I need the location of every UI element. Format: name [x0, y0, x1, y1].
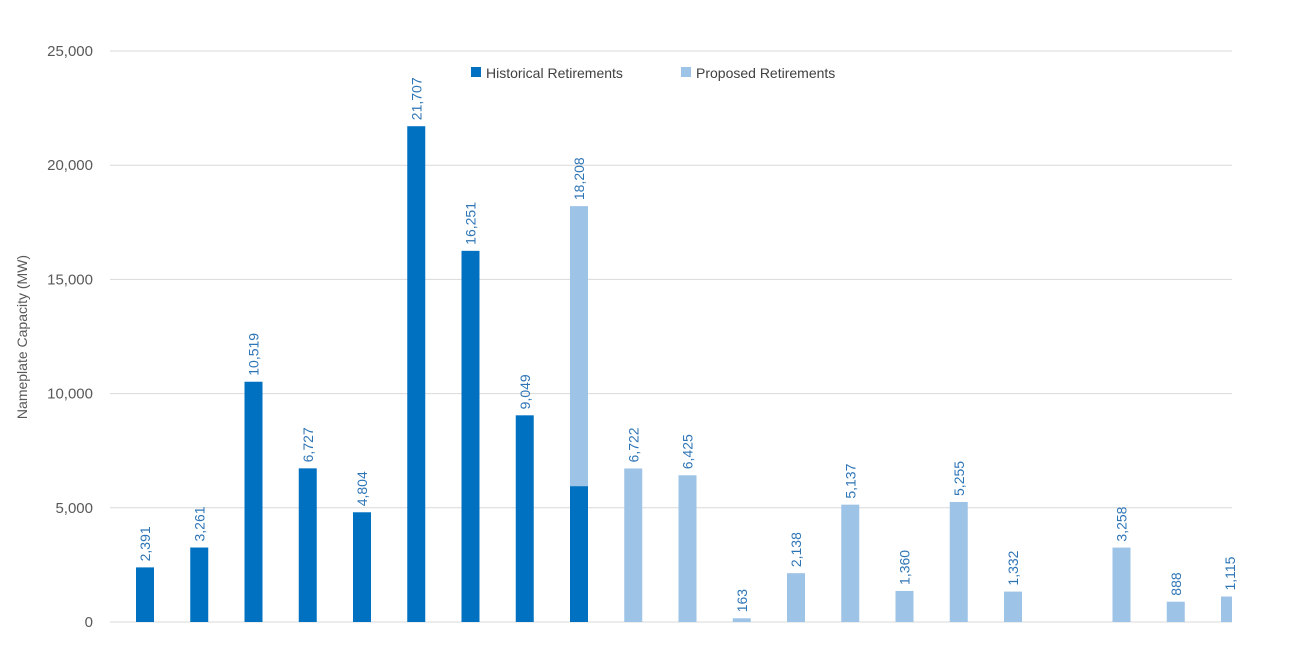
data-label: 1,332 [1005, 550, 1021, 585]
bar-proposed [1166, 601, 1185, 622]
bar-historical [570, 486, 588, 622]
y-tick-label: 15,000 [47, 271, 93, 288]
bar-historical [515, 415, 534, 622]
y-axis-label: Nameplate Capacity (MW) [14, 255, 30, 419]
y-tick-label: 10,000 [47, 386, 93, 403]
data-label: 6,425 [680, 434, 696, 469]
y-tick-label: 25,000 [47, 43, 93, 60]
bar-historical [298, 468, 317, 622]
legend: Historical Retirements Proposed Retireme… [471, 65, 835, 81]
bar-historical [461, 250, 480, 623]
data-label: 6,727 [300, 427, 316, 462]
data-label: 10,519 [246, 333, 262, 376]
bar-proposed [949, 501, 968, 622]
y-tick-label: 20,000 [47, 157, 93, 174]
bar-proposed [624, 468, 643, 622]
bar-historical [190, 547, 209, 622]
data-label: 888 [1168, 572, 1184, 596]
legend-label-proposed: Proposed Retirements [696, 65, 835, 81]
data-label: 6,722 [625, 427, 641, 462]
data-label: 1,360 [897, 550, 913, 585]
data-label: 1,115 [1222, 556, 1238, 590]
data-labels: 2,391 3,261 10,519 6,727 4,804 21,707 16,251 9,… [137, 77, 1238, 612]
bar-historical [407, 126, 426, 622]
bar-proposed [1112, 547, 1131, 622]
legend-swatch-historical [471, 67, 481, 77]
y-tick-label: 0 [85, 614, 93, 631]
legend-label-historical: Historical Retirements [486, 65, 623, 81]
data-label: 2,391 [137, 526, 153, 561]
data-label: 21,707 [408, 77, 424, 120]
data-label: 3,261 [191, 506, 207, 541]
bar-historical [353, 512, 371, 622]
bar-proposed [732, 618, 751, 622]
bar-proposed [841, 504, 860, 622]
data-label: 2,138 [788, 532, 804, 567]
data-label: 4,804 [354, 471, 370, 506]
bar-historical [244, 381, 263, 622]
data-label: 163 [734, 589, 750, 613]
data-label: 3,258 [1114, 506, 1130, 541]
bar-proposed [1004, 591, 1022, 622]
y-tick-label: 5,000 [55, 500, 93, 517]
bar-historical [136, 567, 154, 622]
data-label: 18,208 [571, 157, 587, 200]
data-label: 16,251 [463, 202, 479, 245]
bar-proposed [678, 475, 697, 622]
data-label: 5,137 [842, 463, 858, 498]
data-label: 5,255 [951, 461, 967, 496]
bars [136, 126, 1232, 623]
bar-proposed [787, 573, 805, 622]
y-axis-ticks: 0 5,000 10,000 15,000 20,000 25,000 [47, 43, 93, 631]
bar-proposed [1221, 596, 1232, 622]
gridlines [110, 50, 1232, 623]
bar-proposed [570, 206, 588, 487]
bar-proposed [895, 590, 914, 622]
legend-swatch-proposed [681, 67, 691, 77]
data-label: 9,049 [517, 374, 533, 409]
